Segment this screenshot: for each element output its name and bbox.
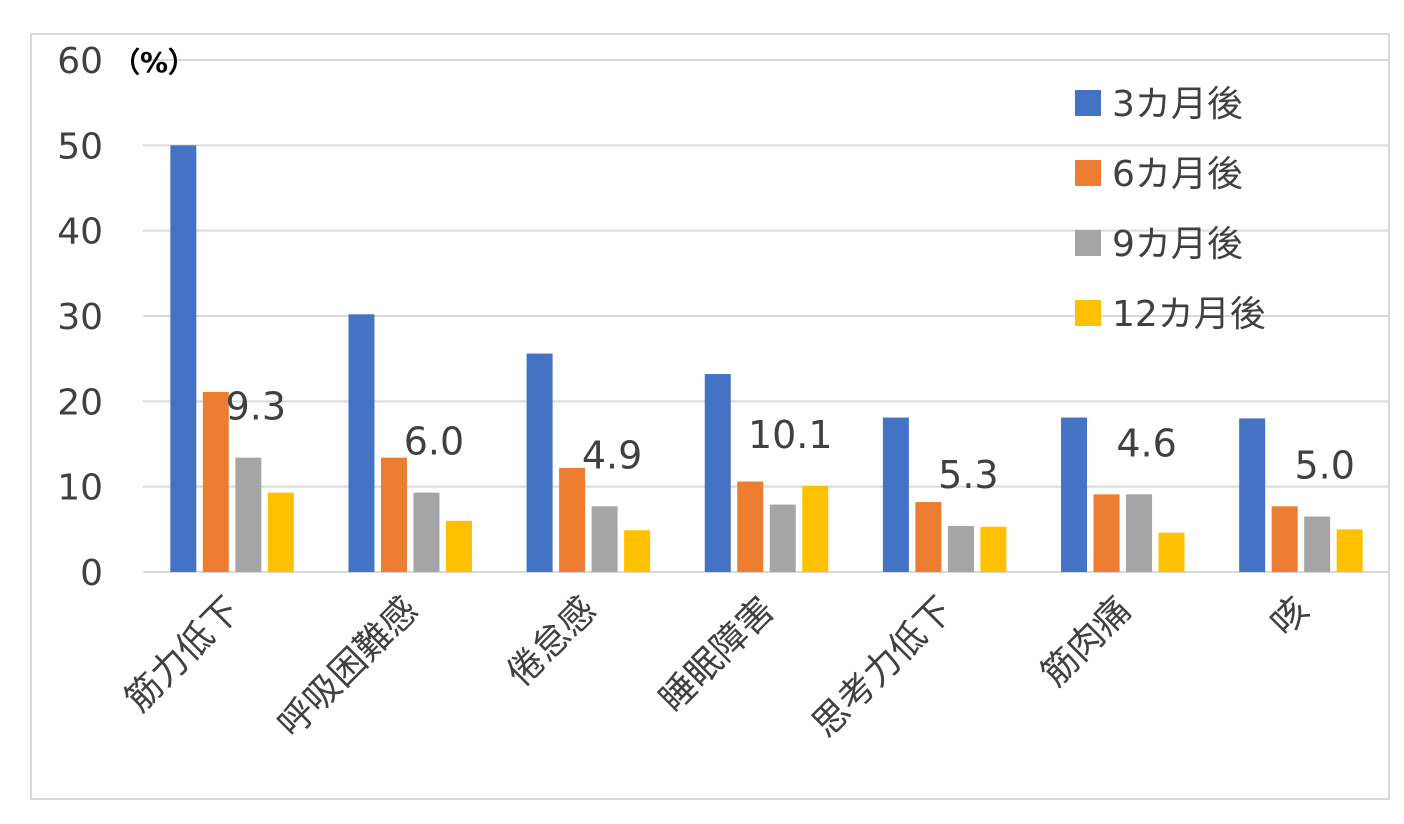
bar (235, 457, 262, 572)
bar (267, 492, 294, 572)
bar (380, 457, 407, 572)
legend-label: 3カ月後 (1112, 84, 1243, 125)
data-label: 6.0 (404, 420, 464, 464)
bar (591, 506, 618, 572)
bar (170, 145, 197, 573)
legend-label: 9カ月後 (1112, 224, 1243, 265)
data-label: 10.1 (748, 413, 833, 457)
bar (737, 481, 764, 572)
bar (802, 485, 829, 572)
bar (1126, 494, 1153, 572)
bar (1336, 529, 1363, 572)
legend-label: 12カ月後 (1112, 294, 1266, 335)
y-tick-label: 50 (57, 126, 103, 167)
bar (947, 525, 974, 572)
legend-swatch (1075, 160, 1101, 186)
category-label: 思考力低下 (805, 589, 961, 745)
category-label: 咳 (1263, 589, 1317, 643)
bar (915, 502, 942, 572)
y-axis-unit-label: （%） (112, 46, 196, 79)
legend-label: 6カ月後 (1112, 154, 1243, 195)
data-label: 5.3 (938, 453, 998, 497)
y-tick-label: 40 (57, 212, 103, 253)
category-label: 筋力低下 (118, 589, 249, 720)
y-axis-ticks: 0 10 20 30 40 50 60 (57, 41, 103, 594)
bar (1239, 418, 1266, 572)
bar (1158, 532, 1185, 572)
bar (445, 520, 472, 572)
legend-swatch (1075, 300, 1101, 326)
bars (170, 145, 1363, 573)
bar (559, 467, 586, 572)
category-label: 睡眠障害 (652, 589, 783, 720)
y-tick-label: 10 (57, 468, 103, 509)
legend-swatch (1075, 230, 1101, 256)
legend: 3カ月後 6カ月後 9カ月後 12カ月後 (1075, 84, 1266, 335)
bar (1304, 516, 1331, 572)
category-label: 筋肉痛 (1034, 589, 1139, 694)
bar (1061, 417, 1088, 572)
legend-swatch (1075, 90, 1101, 116)
bar (704, 374, 731, 572)
y-tick-label: 30 (57, 297, 103, 338)
bar (1271, 506, 1298, 572)
bar (624, 530, 651, 572)
category-label: 倦怠感 (499, 589, 604, 694)
chart-frame (30, 33, 1390, 800)
data-label: 9.3 (226, 385, 286, 429)
y-tick-label: 60 (57, 41, 103, 82)
bar (202, 391, 229, 572)
bar (413, 492, 440, 572)
category-label: 呼吸困難感 (270, 589, 426, 745)
data-label: 5.0 (1294, 444, 1354, 488)
bar (526, 353, 553, 572)
bar (1093, 494, 1120, 572)
y-tick-label: 20 (57, 382, 103, 423)
data-label: 4.9 (582, 433, 642, 477)
category-labels: 筋力低下 呼吸困難感 倦怠感 睡眠障害 思考力低下 筋肉痛 咳 (118, 589, 1318, 745)
bar (769, 504, 796, 572)
y-tick-label: 0 (80, 553, 103, 594)
bar (980, 526, 1007, 572)
bar (882, 417, 909, 572)
data-labels: 9.3 6.0 4.9 10.1 5.3 4.6 5.0 (226, 385, 1355, 497)
data-label: 4.6 (1116, 421, 1176, 465)
bar (348, 314, 375, 572)
